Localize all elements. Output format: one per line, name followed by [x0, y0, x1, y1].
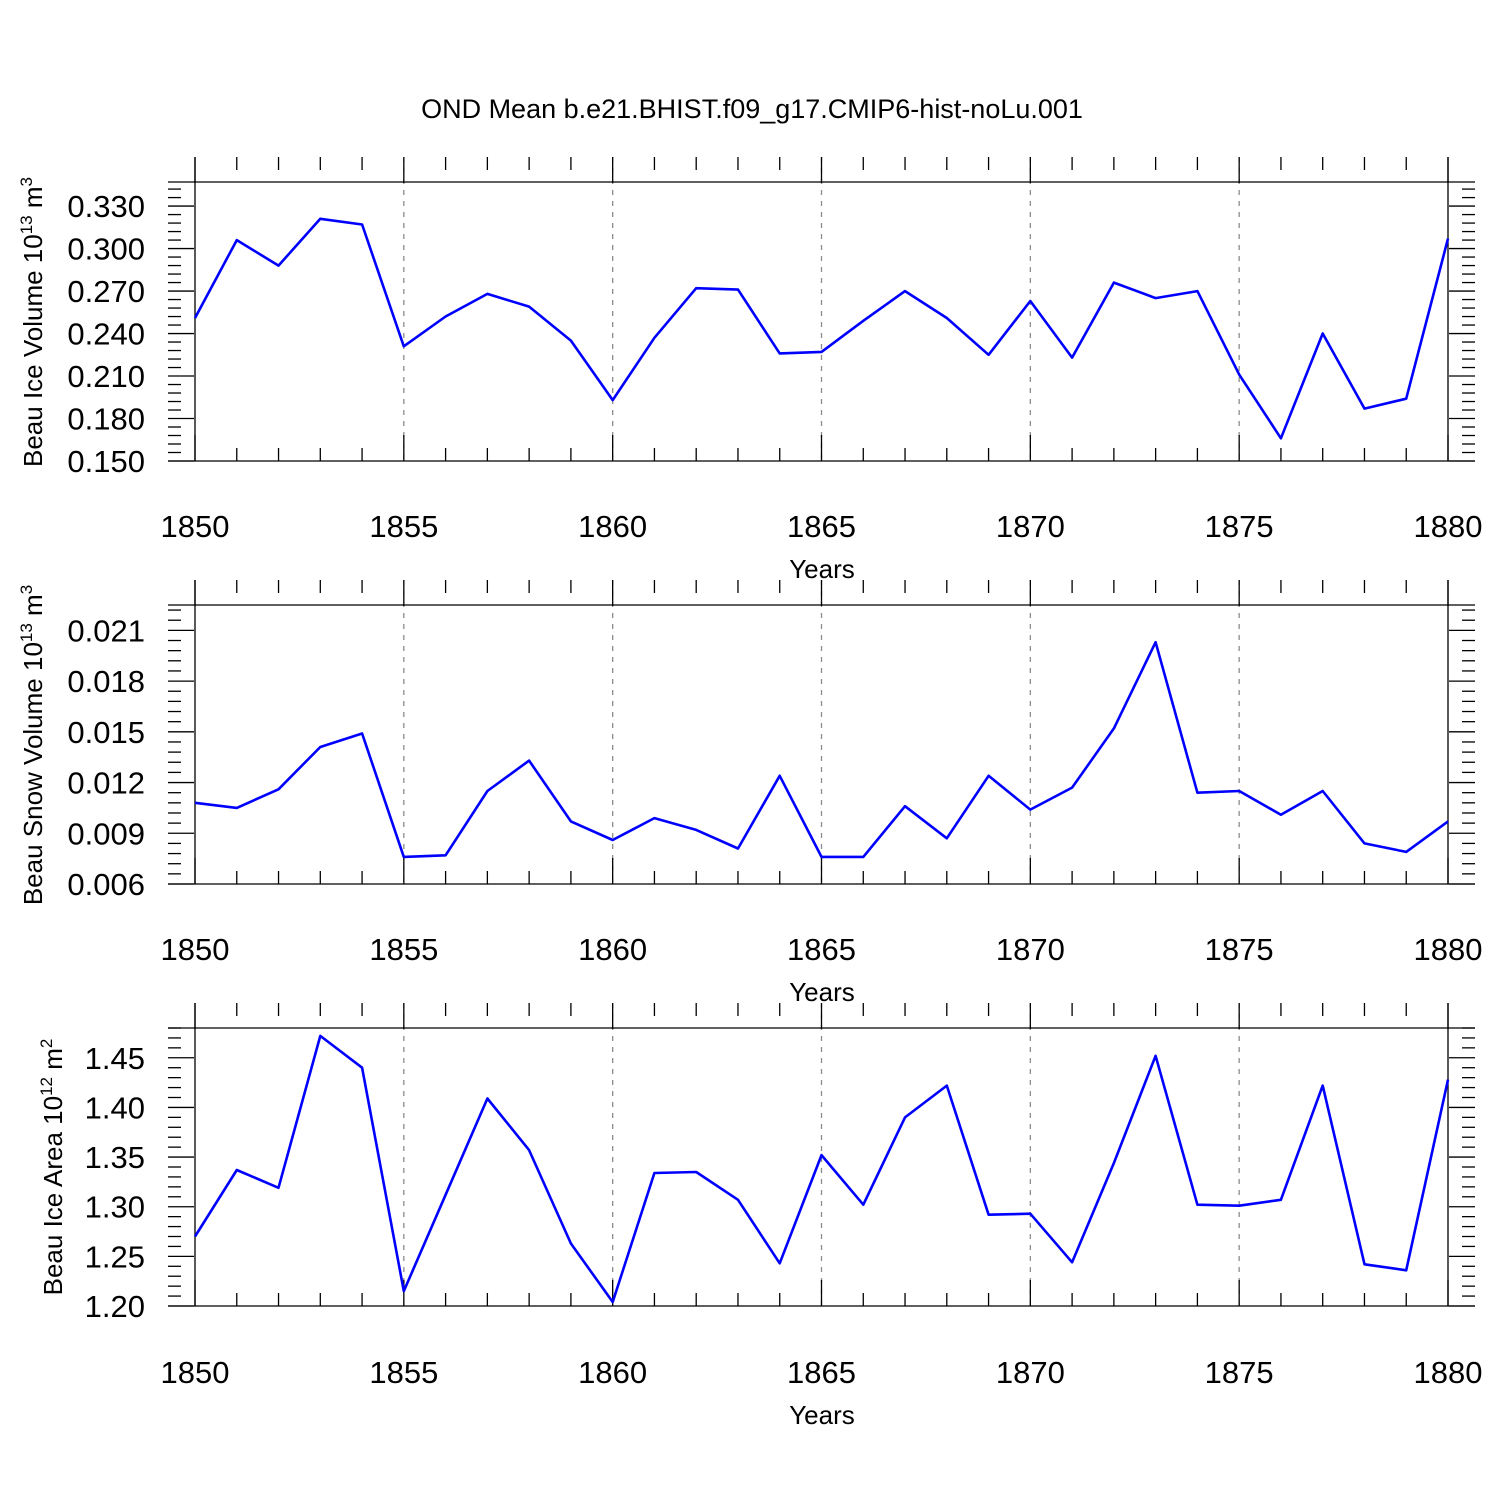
- x-tick-label: 1860: [578, 1355, 647, 1390]
- x-tick-label: 1855: [369, 1355, 438, 1390]
- y-tick-label: 1.25: [85, 1239, 145, 1274]
- y-tick-label: 0.018: [67, 664, 145, 699]
- y-tick-label: 0.330: [67, 189, 145, 224]
- x-tick-label: 1870: [996, 932, 1065, 967]
- x-tick-label: 1850: [161, 509, 230, 544]
- x-tick-label: 1860: [578, 932, 647, 967]
- chart-panel-3: 1.20 1.25 1.30 1.35 1.40 1.45 1850 1855 1860 1865…: [37, 1003, 1482, 1430]
- x-tick-label: 1865: [787, 932, 856, 967]
- y-tick-label: 0.240: [67, 317, 145, 352]
- y-tick-label: 0.300: [67, 232, 145, 267]
- x-tick-label: 1880: [1414, 1355, 1483, 1390]
- y-tick-label: 1.30: [85, 1190, 145, 1225]
- x-tick-label: 1865: [787, 1355, 856, 1390]
- y-tick-label: 0.180: [67, 402, 145, 437]
- y-axis-title: Beau Ice Volume 1013 m3: [17, 177, 48, 467]
- x-tick-label: 1865: [787, 509, 856, 544]
- x-tick-label: 1880: [1414, 509, 1483, 544]
- x-tick-label: 1875: [1205, 509, 1274, 544]
- chart-title: OND Mean b.e21.BHIST.f09_g17.CMIP6-hist-…: [421, 94, 1083, 124]
- y-tick-label: 1.35: [85, 1140, 145, 1175]
- x-tick-label: 1855: [369, 509, 438, 544]
- y-tick-label: 0.009: [67, 816, 145, 851]
- y-tick-label: 0.012: [67, 766, 145, 801]
- y-tick-label: 0.015: [67, 715, 145, 750]
- y-tick-label: 0.021: [67, 613, 145, 648]
- x-axis-title: Years: [789, 977, 855, 1007]
- y-tick-label: 0.150: [67, 444, 145, 479]
- x-tick-label: 1870: [996, 1355, 1065, 1390]
- y-tick-label: 1.45: [85, 1041, 145, 1076]
- y-tick-label: 1.40: [85, 1090, 145, 1125]
- x-tick-label: 1875: [1205, 932, 1274, 967]
- chart-panel-2: 0.006 0.009 0.012 0.015 0.018 0.021 1850 1855 18…: [17, 580, 1482, 1007]
- y-axis-title: Beau Ice Area 1012 m2: [37, 1039, 68, 1296]
- chart-panel-1: 0.150 0.180 0.210 0.240 0.270 0.300 0.330 1850 1…: [17, 157, 1482, 584]
- y-tick-label: 1.20: [85, 1289, 145, 1324]
- x-axis-title: Years: [789, 1400, 855, 1430]
- x-tick-label: 1870: [996, 509, 1065, 544]
- x-tick-label: 1850: [161, 932, 230, 967]
- x-tick-label: 1850: [161, 1355, 230, 1390]
- y-axis-title: Beau Snow Volume 1013 m3: [17, 585, 48, 905]
- series-line: [194, 640, 1449, 859]
- y-tick-label: 0.270: [67, 274, 145, 309]
- y-tick-label: 0.210: [67, 359, 145, 394]
- x-axis-title: Years: [789, 554, 855, 584]
- x-tick-label: 1880: [1414, 932, 1483, 967]
- series-line: [193, 217, 1450, 440]
- series-line: [193, 1034, 1450, 1304]
- x-tick-label: 1875: [1205, 1355, 1274, 1390]
- x-tick-label: 1860: [578, 509, 647, 544]
- x-tick-label: 1855: [369, 932, 438, 967]
- y-tick-label: 0.006: [67, 867, 145, 902]
